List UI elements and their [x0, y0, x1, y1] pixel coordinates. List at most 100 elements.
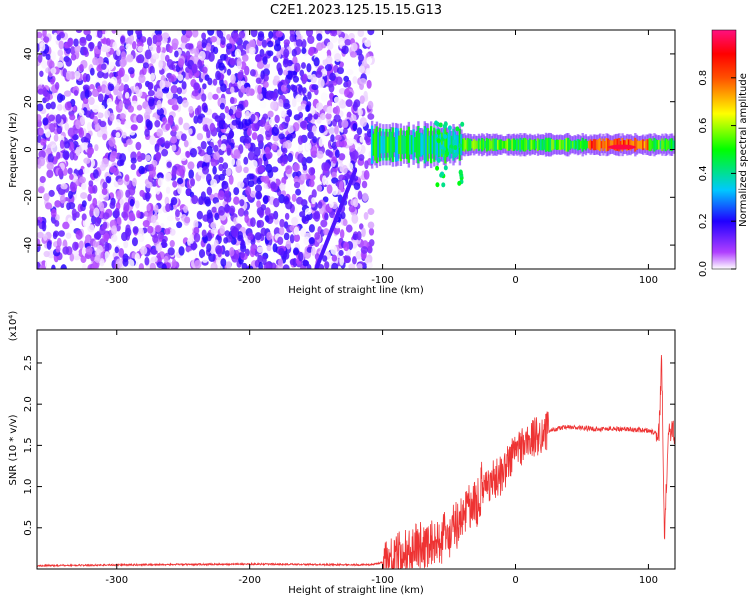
spectrogram-cell — [300, 103, 307, 110]
spectrogram-cell — [39, 70, 44, 77]
spectrogram-cell — [299, 69, 305, 77]
snr-y-ticks: 0.5 1.0 1.5 2.0 2.5 — [23, 355, 675, 536]
spectrogram-cell — [97, 85, 102, 93]
spectrogram-cell — [272, 243, 278, 253]
spectrogram-cell — [210, 221, 217, 229]
spectrogram-cell — [44, 91, 51, 102]
snr-y-label: SNR (10 * v/v) — [8, 414, 19, 485]
spectrogram-cell — [514, 139, 517, 150]
spectrogram-cell — [262, 56, 268, 65]
spectrogram-cell — [217, 190, 225, 201]
spectrogram-cell — [589, 139, 592, 151]
x-tick-label: 0 — [512, 575, 518, 586]
spectrogram-cell — [157, 137, 164, 146]
spectrogram-cell — [176, 221, 183, 229]
spectrogram-cell — [191, 30, 199, 38]
y-tick-label: 1.5 — [23, 437, 34, 453]
spectrogram-cell — [201, 38, 208, 47]
spectrogram-cell — [180, 133, 187, 142]
spectrogram-cell — [60, 183, 68, 190]
spectrogram-cell — [150, 215, 157, 224]
spectrogram-cell — [184, 216, 191, 224]
spectrogram-cell — [104, 251, 110, 260]
x-tick-label: 100 — [639, 275, 658, 286]
spectrogram-cell — [415, 131, 419, 159]
spectrogram-cell — [393, 137, 396, 153]
spectrogram-cell — [97, 57, 104, 65]
spectrogram-cell — [121, 164, 127, 174]
spectrogram-cell — [257, 219, 265, 228]
spectrogram-cell — [527, 139, 530, 150]
spectrogram-cell — [176, 131, 182, 140]
spectrogram-cell — [232, 32, 240, 43]
spectrogram-cell — [579, 140, 583, 149]
spectrogram-cell — [356, 142, 362, 153]
spectrogram-cell — [398, 135, 401, 154]
spectrogram-cell — [658, 139, 661, 150]
spectrogram-cell — [342, 218, 348, 227]
spectrogram-cell — [216, 30, 222, 38]
spectrogram-cell — [496, 139, 500, 150]
spectrogram-cell — [51, 264, 56, 269]
spectrogram-cell — [454, 152, 459, 158]
spectrogram-cell — [131, 41, 137, 50]
spectrogram-cell — [219, 224, 225, 235]
spectrogram-cell — [104, 241, 110, 252]
spectrogram-cell — [243, 99, 249, 108]
spectrogram-cell — [259, 100, 267, 109]
spectrogram-cell — [481, 138, 484, 152]
spectrogram-cell — [261, 255, 267, 266]
spectrogram-cell — [126, 138, 133, 145]
spectrogram-cell — [520, 139, 524, 150]
spectrogram-cell — [331, 171, 337, 179]
spectrogram-cell — [139, 189, 145, 197]
spectrogram-cell — [310, 106, 316, 116]
spectrogram-cell — [138, 263, 144, 269]
spectrogram-cell — [207, 91, 213, 101]
spectrogram-cell — [218, 62, 225, 71]
spectrogram-cell — [125, 43, 132, 50]
spectrogram-cell — [166, 161, 172, 168]
spectrogram-cell — [204, 50, 211, 60]
spectrogram-cell — [75, 161, 82, 171]
spectrogram-cell — [334, 52, 342, 62]
spectrogram-cell — [493, 138, 497, 151]
spectrogram-cell — [39, 175, 46, 184]
spectrogram-cell — [597, 139, 600, 151]
spectrogram-cell — [352, 256, 357, 265]
spectrogram-cell — [84, 234, 91, 245]
spectrogram-cell — [201, 66, 208, 74]
spectrogram-cell — [191, 63, 198, 74]
spectrogram-cell — [295, 188, 302, 196]
spectrogram-cell — [247, 180, 255, 188]
spectrogram-cell — [363, 170, 370, 180]
spectrogram-cell — [323, 162, 331, 172]
spectrogram-cell — [135, 200, 140, 209]
spectrogram-cell — [176, 168, 184, 176]
spectrogram-cell — [155, 34, 163, 43]
spectrogram-cell — [332, 156, 338, 164]
spectrogram-cell — [181, 81, 187, 90]
spectrogram-cell — [334, 124, 339, 135]
spectrogram-cell — [575, 140, 578, 149]
spectrogram-cell — [338, 180, 344, 191]
spectrogram-cell — [343, 75, 350, 83]
spectrogram-cell — [174, 50, 179, 58]
spectrogram-cell — [94, 216, 101, 227]
spectrogram-cell — [206, 129, 211, 139]
snr-panel: -300 -200 -100 0 100 0.5 1.0 1.5 2.0 2.5 Height … — [8, 311, 676, 596]
spectrogram-cell — [37, 53, 43, 63]
spectrogram-cell — [439, 172, 444, 178]
spectrogram-cell — [45, 102, 52, 110]
spectrogram-cell — [134, 252, 140, 263]
spectrogram-cell — [324, 30, 331, 35]
colorbar-tick-label: 0.6 — [698, 118, 709, 134]
spectrogram-cell — [136, 210, 141, 219]
spectrogram-cell — [79, 38, 87, 47]
spectrogram-cell — [538, 139, 541, 150]
colorbar: 0.0 0.2 0.4 0.6 0.8 Normalized spectral ampl… — [698, 29, 749, 277]
spectrogram-cell — [249, 190, 257, 198]
spectrogram-cell — [83, 157, 91, 164]
spectrogram-cell — [383, 136, 387, 154]
spectrogram-cell — [230, 157, 236, 166]
